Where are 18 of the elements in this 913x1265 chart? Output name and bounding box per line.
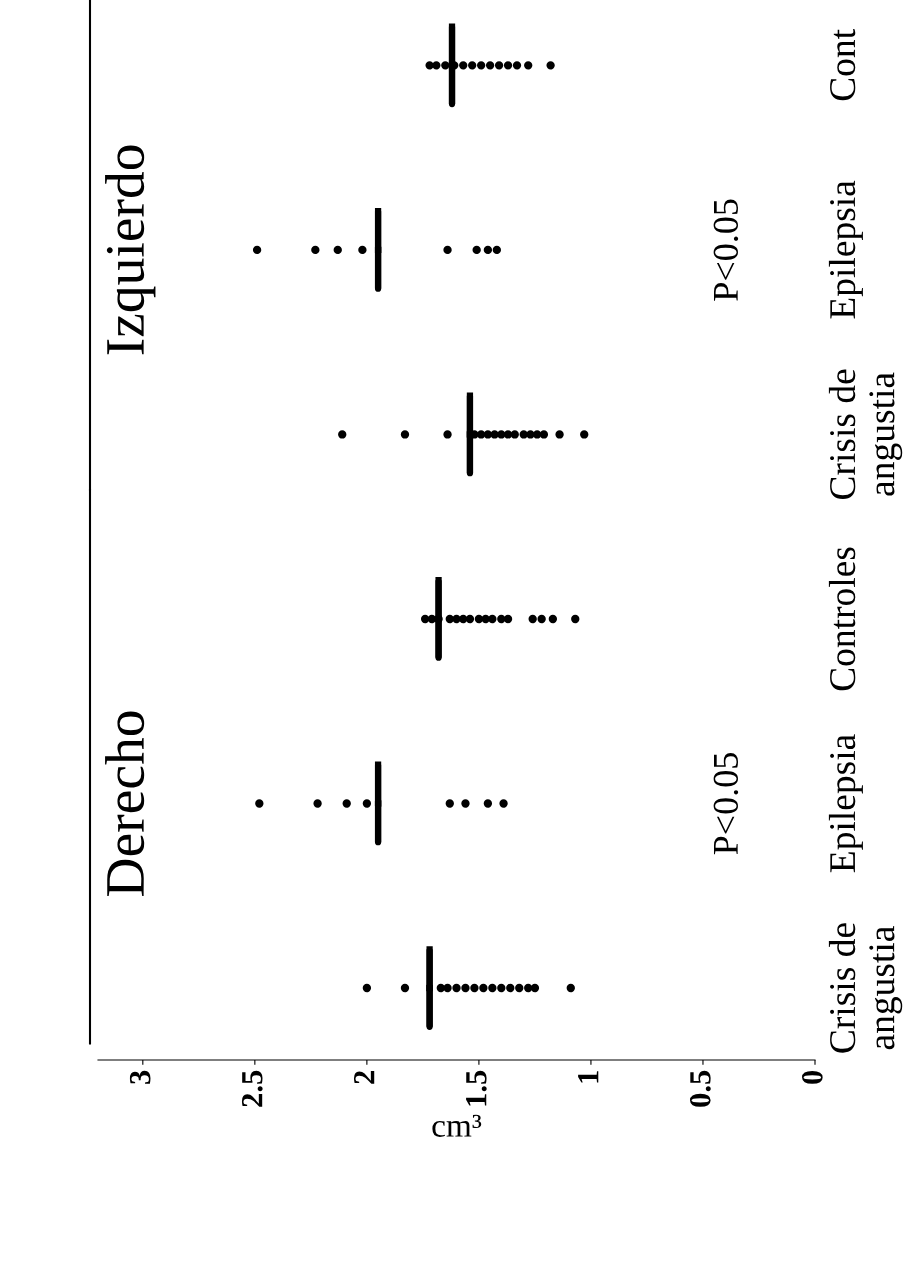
annotation: Derecho bbox=[105, 711, 145, 896]
x-axis-title: cm³ bbox=[432, 1114, 482, 1137]
x-tick-label: 2.5 bbox=[241, 1070, 263, 1107]
annotation: Izquierdo bbox=[105, 145, 156, 355]
y-tick-label: Crisis de angustia bbox=[828, 369, 903, 500]
x-tick-label: 2 bbox=[353, 1071, 375, 1084]
y-tick-label: Controles bbox=[828, 547, 856, 691]
annotation: P<0.05 bbox=[713, 753, 739, 855]
y-tick-label: Crisis de angustia bbox=[828, 923, 903, 1053]
x-tick-label: 0 bbox=[802, 1070, 823, 1084]
x-tick-label: 3 bbox=[129, 1070, 151, 1084]
y-tick-label: Epilepsia bbox=[828, 734, 863, 873]
x-tick-label: 1.5 bbox=[466, 1070, 487, 1106]
y-tick-label: Cont bbox=[830, 29, 856, 101]
annotation: P<0.05 bbox=[713, 199, 739, 301]
y-tick-label: Epilepsia bbox=[828, 180, 863, 319]
x-tick-label: 0.5 bbox=[690, 1070, 711, 1107]
x-tick-label: 1 bbox=[578, 1071, 599, 1083]
